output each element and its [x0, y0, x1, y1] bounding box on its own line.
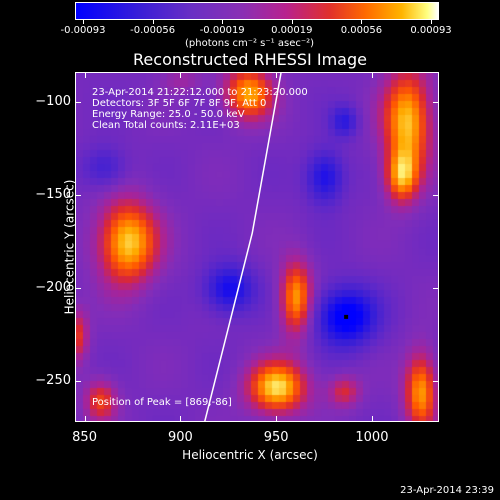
colorbar-tick-label: 0.00019 [271, 25, 313, 36]
y-tick-mark [433, 101, 439, 103]
colorbar-unit-label: (photons cm⁻² s⁻¹ asec⁻²) [185, 38, 315, 49]
colorbar-tick-mark [431, 20, 432, 24]
colorbar-tick-mark [152, 20, 154, 24]
footer-timestamp: 23-Apr-2014 23:39 [400, 485, 494, 496]
colorbar-tick-mark [291, 20, 293, 24]
y-tick-mark [75, 194, 81, 196]
colorbar-tick-label: -0.00019 [199, 25, 245, 36]
colorbar-tick-mark [222, 20, 224, 24]
plot-overlay [204, 73, 349, 421]
annotation-time-range: 23-Apr-2014 21:22:12.000 to 21:23:20.000 [92, 87, 308, 98]
y-tick-mark [433, 194, 439, 196]
heatmap-plot-area: 23-Apr-2014 21:22:12.000 to 21:23:20.000… [75, 72, 439, 422]
chart-title: Reconstructed RHESSI Image [133, 50, 367, 69]
x-tick-label: 1000 [355, 430, 389, 445]
colorbar-tick-label: -0.00056 [130, 25, 176, 36]
solar-limb-line [204, 73, 282, 421]
colorbar-tick-mark [361, 20, 363, 24]
y-tick-label: −150 [35, 186, 71, 202]
y-tick-mark [75, 101, 81, 103]
y-tick-label: −200 [35, 279, 71, 295]
x-tick-label: 900 [167, 430, 193, 445]
x-tick-mark [180, 72, 182, 78]
y-axis-label: Heliocentric Y (arcsec) [62, 179, 77, 315]
y-tick-mark [75, 287, 81, 289]
colorbar-tick-label: 0.00093 [410, 25, 452, 36]
y-tick-mark [433, 381, 439, 383]
peak-marker [344, 314, 349, 319]
x-tick-label: 950 [263, 430, 289, 445]
x-tick-mark [371, 72, 373, 78]
y-tick-label: −100 [35, 93, 71, 109]
colorbar-tick-label: 0.00056 [340, 25, 383, 36]
x-tick-mark [276, 416, 278, 422]
annotation-energy-range: Energy Range: 25.0 - 50.0 keV [92, 109, 245, 120]
y-tick-mark [75, 381, 81, 383]
heatmap-image [76, 73, 438, 421]
colorbar-tick-mark [83, 20, 84, 24]
x-tick-label: 850 [72, 430, 97, 445]
x-tick-mark [371, 416, 373, 422]
colorbar [75, 2, 439, 20]
x-tick-mark [276, 72, 278, 78]
x-tick-mark [180, 416, 182, 422]
annotation-detectors: Detectors: 3F 5F 6F 7F 8F 9F, Att 0 [92, 98, 267, 109]
x-axis-label: Heliocentric X (arcsec) [182, 448, 318, 462]
x-tick-mark [84, 72, 86, 78]
colorbar-tick-label: -0.00093 [60, 25, 106, 36]
annotation-clean-counts: Clean Total counts: 2.11E+03 [92, 120, 240, 131]
x-tick-mark [84, 416, 86, 422]
annotation-peak-position: Position of Peak = [869,-86] [92, 397, 232, 408]
y-tick-label: −250 [35, 373, 71, 389]
y-tick-mark [433, 287, 439, 289]
